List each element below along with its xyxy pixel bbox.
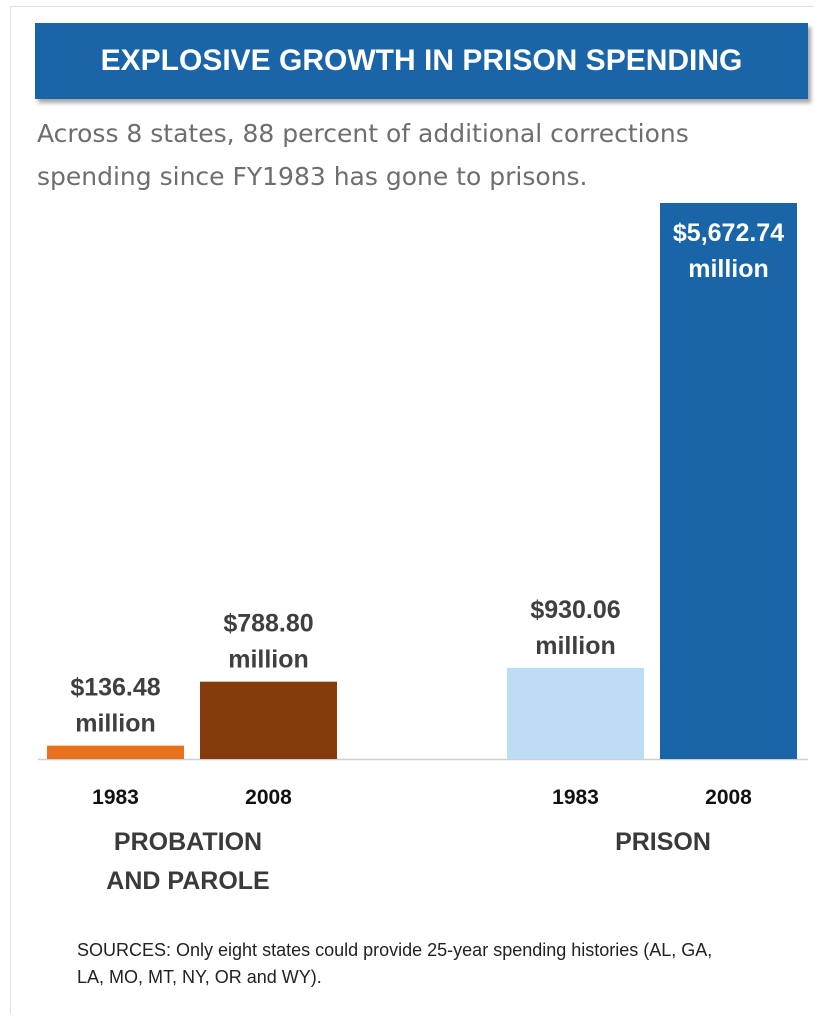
bar-probation-and-parole-2008 (200, 681, 337, 759)
data-label: million (228, 646, 309, 674)
x-tick-label: 2008 (245, 786, 292, 809)
data-label: $788.80 (223, 610, 313, 638)
chart-title: EXPLOSIVE GROWTH IN PRISON SPENDING (100, 44, 743, 77)
group-label: PRISON (615, 828, 711, 856)
data-label: $930.06 (530, 596, 620, 624)
group-label: AND PAROLE (106, 867, 269, 895)
bar-prison-2008 (660, 203, 797, 759)
data-label: $5,672.74 (673, 219, 784, 247)
x-tick-label: 2008 (705, 786, 752, 809)
x-tick-label: 1983 (552, 786, 599, 809)
chart-frame (10, 6, 814, 1014)
chart-subtitle: Across 8 states, 88 percent of additiona… (37, 119, 689, 191)
sources-note: SOURCES: Only eight states could provide… (77, 940, 713, 987)
chart-title-banner: EXPLOSIVE GROWTH IN PRISON SPENDING (35, 23, 808, 99)
data-label: million (535, 632, 616, 660)
data-label: $136.48 (70, 674, 160, 702)
group-label: PROBATION (114, 828, 262, 856)
data-label: million (75, 710, 156, 738)
x-tick-label: 1983 (92, 786, 139, 809)
bar-prison-1983 (507, 667, 644, 759)
data-label: million (688, 255, 769, 283)
bar-probation-and-parole-1983 (47, 745, 184, 759)
